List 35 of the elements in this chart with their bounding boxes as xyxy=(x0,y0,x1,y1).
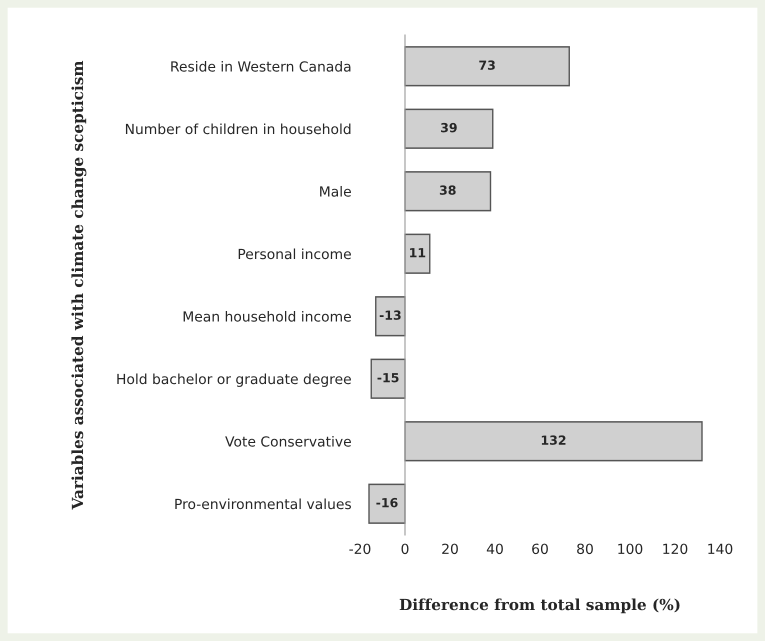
bar xyxy=(404,46,570,86)
x-tick-label: 60 xyxy=(532,544,548,554)
bar xyxy=(375,296,406,336)
data-label: 39 xyxy=(441,122,457,132)
x-tick-label: 100 xyxy=(618,544,642,554)
x-tick-label: -20 xyxy=(349,544,370,554)
data-label: 11 xyxy=(410,248,426,258)
x-tick-label: 120 xyxy=(663,544,688,554)
bar xyxy=(368,484,406,524)
bar xyxy=(404,108,494,149)
bar xyxy=(404,171,492,212)
data-label: -15 xyxy=(378,373,399,382)
x-axis-title: Difference from total sample (%) xyxy=(400,598,680,614)
y-axis-title: Variables associated with climate change scepticism xyxy=(71,60,86,510)
y-tick-label: Male xyxy=(320,186,351,197)
data-label: 132 xyxy=(542,435,566,445)
bar xyxy=(404,234,430,274)
y-tick-label: Reside in Western Canada xyxy=(171,60,350,72)
y-tick-label: Personal income xyxy=(238,248,351,260)
y-tick-label: Vote Conservative xyxy=(225,436,351,447)
x-tick-label: 40 xyxy=(486,544,503,554)
x-tick-label: 80 xyxy=(577,544,593,554)
data-label: 38 xyxy=(440,185,456,195)
x-tick-label: 0 xyxy=(401,544,408,554)
y-tick-label: Hold bachelor or graduate degree xyxy=(117,373,351,387)
y-tick-label: Mean household income xyxy=(184,310,351,322)
data-label: -16 xyxy=(376,498,398,508)
y-tick-label: Number of children in household xyxy=(126,123,350,134)
bar xyxy=(370,358,406,399)
x-tick-label: 140 xyxy=(708,544,732,554)
bar xyxy=(404,421,703,462)
y-tick-label: Pro-environmental values xyxy=(175,498,351,510)
x-tick-label: 20 xyxy=(442,544,458,554)
data-label: 73 xyxy=(479,60,495,70)
data-label: -13 xyxy=(380,310,401,320)
